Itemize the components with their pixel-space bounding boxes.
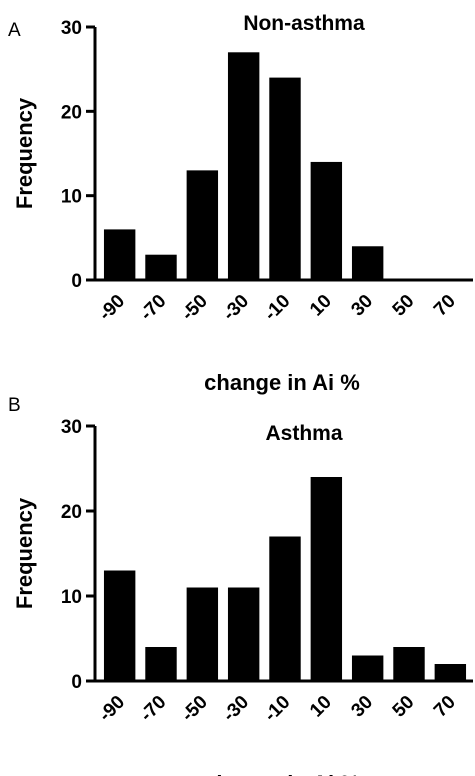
- x-tick-label: -50: [178, 692, 212, 726]
- bar: [269, 536, 301, 681]
- chart-panel-b: B Asthma 0 10 20 30 -90-70-50-30-10 10 30 50 70 cha…: [8, 395, 473, 776]
- y-tick-label: 20: [61, 102, 82, 123]
- x-tick-label: 10: [306, 692, 336, 722]
- y-tick-label: 20: [61, 502, 82, 523]
- x-tick-label: -70: [136, 291, 170, 325]
- y-tick-label: 0: [71, 271, 82, 292]
- bar: [227, 587, 260, 681]
- bar: [393, 647, 425, 681]
- bar: [103, 570, 136, 681]
- panel-letter: B: [8, 395, 21, 416]
- y-tick-label: 10: [61, 587, 82, 608]
- y-tick-label: 0: [71, 672, 82, 693]
- y-tick-label: 30: [61, 417, 82, 438]
- bar: [434, 664, 467, 681]
- x-tick-label: -70: [136, 692, 170, 726]
- x-tick-label: -10: [260, 692, 294, 726]
- x-tick-label: -50: [178, 291, 212, 325]
- bar: [351, 655, 384, 681]
- bar: [186, 587, 219, 681]
- y-tick-label: 30: [61, 18, 82, 39]
- bar: [227, 52, 260, 280]
- bar: [186, 170, 219, 280]
- bar: [310, 477, 343, 681]
- bar: [145, 647, 177, 681]
- chart-panel-a: A Non-asthma 0 10 20 30 -90 -70 -50 -30 -10 10 30 50 7…: [8, 12, 473, 395]
- y-axis-label: Frequency: [12, 97, 37, 209]
- x-tick-label: 30: [347, 291, 377, 321]
- bar: [351, 246, 384, 280]
- bar: [145, 254, 177, 280]
- x-axis-label: change in Ai %: [204, 370, 360, 395]
- x-tick-label: -10: [260, 291, 294, 325]
- x-axis-label: change in Ai %: [204, 771, 360, 776]
- bar: [310, 161, 343, 280]
- bar: [269, 77, 301, 280]
- y-axis-label: Frequency: [12, 497, 37, 609]
- x-tick-label: -30: [219, 692, 253, 726]
- x-tick-label: 10: [306, 291, 336, 321]
- y-tick-label: 10: [61, 187, 82, 208]
- x-tick-label: 70: [430, 692, 460, 722]
- x-tick-label: 70: [430, 291, 460, 321]
- x-tick-label: -90: [95, 291, 129, 325]
- chart-title: Non-asthma: [243, 12, 365, 35]
- panel-letter: A: [8, 20, 21, 41]
- x-tick-label: -90: [95, 692, 129, 726]
- bar: [103, 229, 136, 280]
- x-tick-label: -30: [219, 291, 253, 325]
- chart-title: Asthma: [265, 422, 342, 445]
- x-tick-label: 50: [389, 692, 419, 722]
- x-tick-label: 30: [347, 692, 377, 722]
- x-tick-label: 50: [389, 291, 419, 321]
